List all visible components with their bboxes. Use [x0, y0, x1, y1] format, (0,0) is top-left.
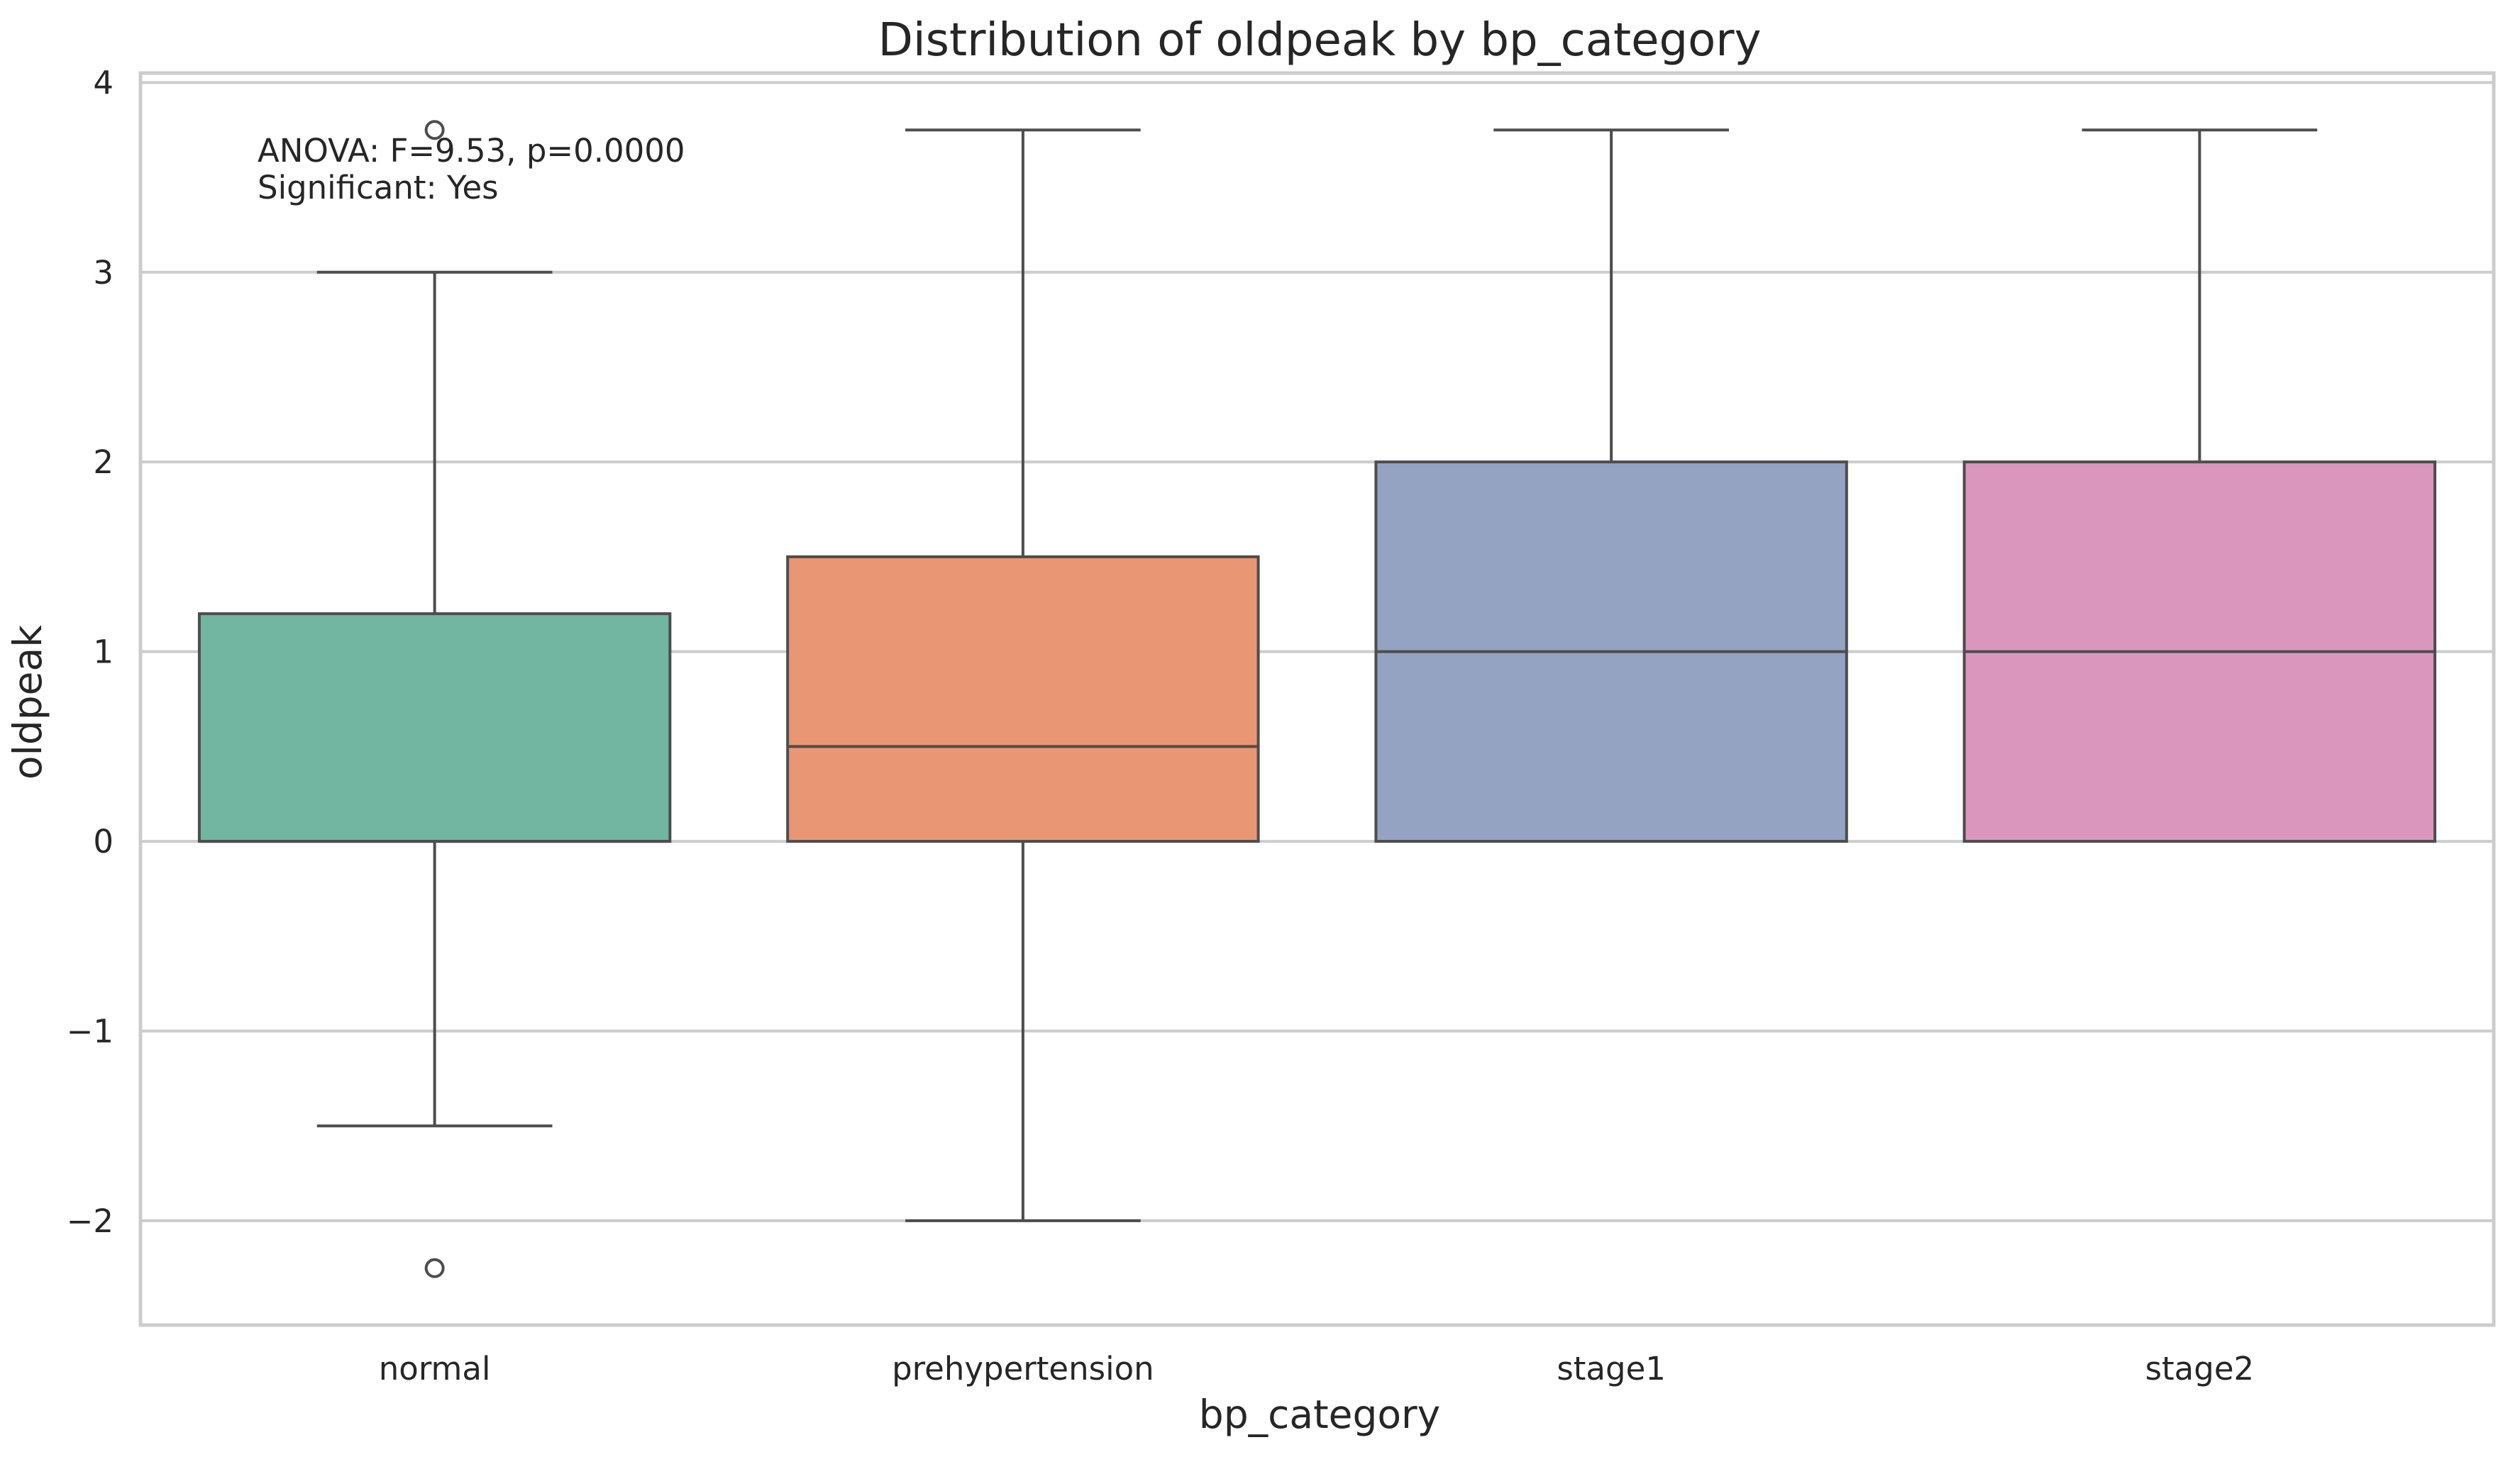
y-tick-label: 2 [93, 443, 114, 481]
x-tick-label: stage2 [2145, 1350, 2255, 1387]
x-tick-labels: normal prehypertension stage1 stage2 [379, 1350, 2254, 1387]
y-tick-label: 1 [93, 633, 114, 671]
y-tick-label: −1 [67, 1012, 114, 1050]
y-tick-label: 0 [93, 823, 114, 860]
chart-title: Distribution of oldpeak by bp_category [878, 14, 1762, 67]
plot-frame [138, 71, 2496, 1327]
box-prehypertension [786, 128, 1260, 1222]
y-tick-labels: −2 −1 0 1 2 3 4 [67, 64, 114, 1240]
y-tick-label: 3 [93, 254, 114, 292]
annotation-line: Significant: Yes [258, 169, 499, 206]
outlier-point [424, 1258, 445, 1278]
x-tick-label: prehypertension [892, 1350, 1154, 1387]
x-axis-label: bp_category [1199, 1392, 1440, 1437]
box-stage1 [1374, 128, 1848, 843]
box-series [197, 120, 2437, 1278]
x-tick-label: stage1 [1557, 1350, 1666, 1387]
box-stage2 [1962, 128, 2437, 843]
annotation-line: ANOVA: F=9.53, p=0.0000 [258, 132, 685, 170]
x-tick-label: normal [379, 1350, 491, 1387]
y-tick-label: 4 [93, 64, 114, 101]
box-normal [197, 120, 672, 1278]
box-iqr [197, 612, 672, 843]
y-axis-label: oldpeak [5, 625, 50, 780]
outlier-point [424, 120, 445, 140]
y-tick-label: −2 [67, 1202, 114, 1240]
box-iqr [786, 555, 1260, 843]
